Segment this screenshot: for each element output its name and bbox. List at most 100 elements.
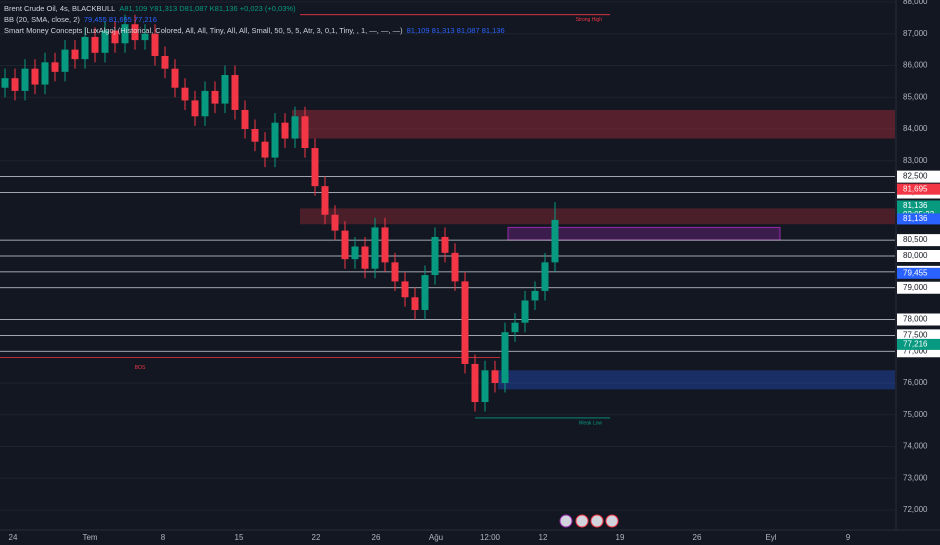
x-tick-label: Eyl [765, 533, 776, 542]
candle-body [51, 62, 59, 72]
candle-body [481, 370, 489, 403]
candle [221, 65, 229, 114]
annotation-label: Strong High [576, 17, 603, 23]
level-badge [897, 250, 940, 262]
legend-row: BB (20, SMA, close, 2) 79,455 81,695 77,2… [4, 15, 157, 24]
zone [292, 109, 895, 139]
y-tick-label: 84,000 [903, 124, 928, 133]
candle-body [291, 116, 299, 139]
candle-body [411, 297, 419, 310]
y-tick-label: 87,000 [903, 29, 928, 38]
price-badge-label: 81,136 [903, 214, 928, 223]
candle [1, 68, 9, 98]
event-icons[interactable] [559, 514, 619, 528]
level-label: 77,500 [903, 330, 928, 339]
candle [351, 236, 359, 269]
candle [171, 59, 179, 98]
candle-body [131, 24, 139, 41]
candle-body [351, 246, 359, 260]
price-badge [897, 267, 940, 279]
candle [441, 227, 449, 263]
candle [41, 52, 49, 95]
candle [71, 40, 79, 69]
y-tick-label: 76,000 [903, 378, 928, 387]
x-tick-label: 19 [616, 533, 625, 542]
candle-body [431, 236, 439, 276]
price-badge [897, 213, 940, 225]
candle-body [181, 87, 189, 101]
annotation-label: BOS [135, 365, 146, 371]
legend-title: Brent Crude Oil, 4s, BLACKBULL [4, 4, 115, 13]
event-icon[interactable] [605, 514, 619, 528]
x-tick-label: 12 [539, 533, 548, 542]
candle-body [121, 24, 129, 44]
price-badge [897, 338, 940, 350]
candle [311, 138, 319, 196]
candle [211, 81, 219, 114]
level-label: 78,000 [903, 315, 928, 324]
level-badge [897, 281, 940, 294]
candle [461, 271, 469, 374]
candle-body [391, 262, 399, 282]
y-tick-label: 88,000 [903, 0, 928, 6]
candle [201, 81, 209, 126]
event-icon[interactable] [559, 514, 573, 528]
candle-body [61, 49, 69, 72]
candle [11, 68, 19, 101]
y-tick-label: 75,000 [903, 410, 928, 419]
x-tick-label: 8 [161, 533, 166, 542]
event-icon[interactable] [575, 514, 589, 528]
candle-body [241, 109, 249, 129]
zone [507, 226, 781, 241]
candle-body [161, 55, 169, 69]
candle-body [231, 75, 239, 110]
candle-body [501, 332, 509, 383]
legend-values: 79,455 81,695 77,216 [84, 15, 157, 24]
zone [300, 208, 895, 225]
legend-values: 81,109 81,313 81,087 81,136 [407, 26, 505, 35]
candle [261, 132, 269, 168]
x-tick-label: 26 [693, 533, 702, 542]
event-icon[interactable] [590, 514, 604, 528]
candle [531, 281, 539, 310]
candle [251, 119, 259, 152]
candle-body [151, 33, 159, 56]
candle-body [141, 33, 149, 41]
candle-body [251, 129, 259, 142]
candle [411, 287, 419, 320]
candle [81, 27, 89, 69]
candle [271, 113, 279, 168]
candle [131, 14, 139, 50]
candle-body [281, 122, 289, 139]
y-tick-label: 74,000 [903, 442, 928, 451]
candle [551, 202, 559, 272]
candle [61, 40, 69, 82]
x-tick-label: Ağu [429, 533, 443, 542]
candle-body [101, 30, 109, 53]
candle-body [111, 30, 119, 44]
legend-title: Smart Money Concepts [LuxAlgo] (Historic… [4, 26, 403, 35]
candle-body [301, 116, 309, 149]
candle [481, 360, 489, 412]
candle [191, 90, 199, 126]
candle [291, 106, 299, 149]
candle [341, 221, 349, 269]
candle [431, 227, 439, 285]
candle [401, 271, 409, 307]
candle-body [491, 370, 499, 383]
candle [181, 78, 189, 110]
candle-body [401, 281, 409, 298]
level-label: 79,000 [903, 283, 928, 292]
legend-title: BB (20, SMA, close, 2) [4, 15, 80, 24]
candle [111, 21, 119, 53]
x-tick-label: 26 [372, 533, 381, 542]
x-tick-label: Tem [82, 533, 97, 542]
candle [421, 265, 429, 320]
x-tick-label: 15 [235, 533, 244, 542]
candle-body [511, 322, 519, 333]
candle-body [311, 148, 319, 187]
candle [371, 217, 379, 279]
level-label: 80,500 [903, 235, 928, 244]
